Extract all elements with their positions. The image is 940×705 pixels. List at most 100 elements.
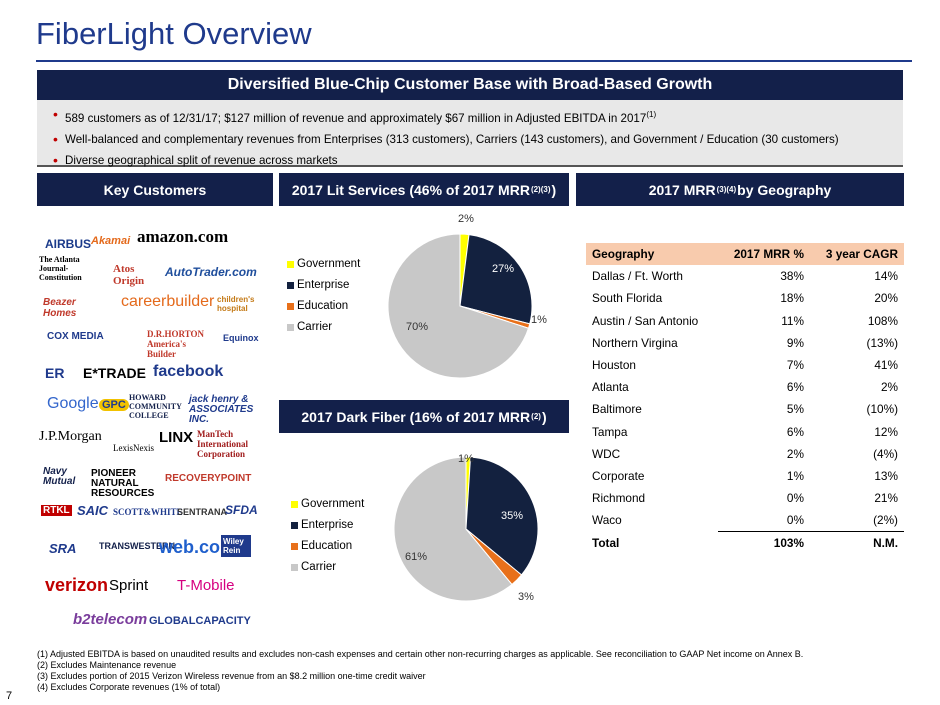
logo-gpc: GPC [99, 399, 129, 411]
cell-geography: Baltimore [592, 402, 642, 417]
table-row: Corporate 1% 13% [586, 465, 904, 487]
cell-total-label: Total [592, 535, 620, 550]
logo-amazon: amazon.com [137, 227, 229, 246]
col-header-cagr: 3 year CAGR [825, 247, 898, 262]
logo-sra: SRA [49, 541, 77, 556]
cell-cagr: 21% [874, 491, 898, 506]
logo-sentrana: SENTRANA [177, 507, 228, 517]
bullet-item: Well-balanced and complementary revenues… [53, 129, 903, 150]
logo-careerbuilder: careerbuilder [121, 293, 215, 310]
cell-geography: Austin / San Antonio [592, 313, 699, 328]
legend-item: Government [287, 258, 360, 270]
cell-mrr: 0% [786, 491, 804, 506]
cell-mrr: 1% [786, 468, 804, 483]
col-header-mrr: 2017 MRR % [733, 247, 804, 262]
table-row: Dallas / Ft. Worth 38% 14% [586, 265, 904, 287]
table-row: South Florida 18% 20% [586, 287, 904, 309]
lit-services-header: 2017 Lit Services (46% of 2017 MRR (2)(3… [279, 173, 569, 206]
logo-sprint: Sprint [109, 577, 149, 594]
pie-slice-enterprise [465, 456, 539, 576]
logo-jack-henry: jack henry & ASSOCIATES INC. [189, 394, 254, 425]
logo-etrade: E*TRADE [83, 365, 147, 381]
logo-facebook: facebook [153, 363, 224, 380]
cell-geography: Waco [592, 513, 622, 528]
table-row: Northern Virgina 9% (13%) [586, 332, 904, 354]
cell-cagr: 108% [867, 313, 898, 328]
summary-banner-title: Diversified Blue-Chip Customer Base with… [37, 70, 903, 100]
dark-fiber-header: 2017 Dark Fiber (16% of 2017 MRR (2)) [279, 400, 569, 433]
logo-b2telecom: b2telecom [73, 611, 148, 628]
dark-fiber-pie: 1% 35% 3% 61% [393, 453, 539, 603]
pie-data-label: 27% [492, 263, 514, 275]
logo-lexisnexis: LexisNexis [113, 443, 154, 453]
customer-logos: AIRBUS Akamai amazon.com The Atlanta Jou… [37, 207, 273, 643]
legend-item: Education [287, 300, 348, 312]
logo-google: Google [47, 395, 99, 412]
page-number: 7 [6, 690, 13, 702]
title-divider [36, 60, 912, 62]
table-total-row: Total 103% N.M. [586, 530, 904, 554]
table-row: Waco 0% (2%) [586, 509, 904, 531]
cell-total-mrr: 103% [718, 530, 810, 554]
table-row: Houston 7% 41% [586, 354, 904, 376]
lit-services-pie: 2% 27% 1% 70% [387, 213, 547, 379]
pie-data-label: 2% [458, 213, 474, 225]
footnotes: (1) Adjusted EBITDA is based on unaudite… [37, 649, 803, 693]
cell-cagr: (10%) [866, 402, 898, 417]
logo-akamai: Akamai [91, 235, 131, 247]
logo-globalcapacity: GLOBALCAPACITY [149, 615, 251, 627]
legend-item: Carrier [291, 561, 336, 573]
logo-web-com: web.com [159, 537, 237, 557]
key-customers-header: Key Customers [37, 173, 273, 206]
logo-airbus: AIRBUS [45, 237, 92, 251]
logo-saic: SAIC [77, 503, 109, 518]
pie-slice-carrier [387, 233, 530, 379]
bullet-item: Diverse geographical split of revenue ac… [53, 150, 903, 171]
footnote: (3) Excludes portion of 2015 Verizon Wir… [37, 671, 426, 681]
logo-atos-origin: Atos Origin [113, 263, 145, 287]
logo-recoverypoint: RECOVERYPOINT [165, 473, 252, 484]
bullet-item: 589 customers as of 12/31/17; $127 milli… [53, 104, 903, 129]
table-row: WDC 2% (4%) [586, 443, 904, 465]
cell-cagr: 41% [874, 358, 898, 373]
legend-item: Education [291, 540, 352, 552]
legend-swatch [291, 563, 298, 571]
pie-data-label: 61% [405, 551, 427, 563]
legend-swatch [287, 260, 294, 268]
logo-mantech: ManTech International Corporation [197, 429, 249, 459]
cell-cagr: (2%) [873, 513, 898, 528]
table-row: Baltimore 5% (10%) [586, 398, 904, 420]
cell-geography: Northern Virgina [592, 335, 678, 350]
pie-data-label: 3% [518, 591, 534, 603]
legend-swatch [291, 542, 298, 550]
cell-mrr: 18% [780, 291, 804, 306]
cell-mrr: 11% [781, 313, 804, 328]
legend-item: Enterprise [287, 279, 349, 291]
legend-swatch [291, 521, 298, 529]
cell-mrr: 6% [786, 424, 804, 439]
legend-item: Carrier [287, 321, 332, 333]
logo-verizon: verizon [45, 575, 109, 595]
logo-howard: HOWARD COMMUNITY COLLEGE [129, 393, 182, 420]
logo-jpmorgan: J.P.Morgan [39, 429, 102, 444]
logo-linx: LINX [159, 429, 194, 446]
cell-mrr: 0% [786, 513, 804, 528]
cell-cagr: 2% [880, 380, 898, 395]
cell-geography: Corporate [592, 468, 645, 483]
table-row: Austin / San Antonio 11% 108% [586, 310, 904, 332]
legend-swatch [287, 302, 294, 310]
cell-total-cagr: N.M. [809, 530, 904, 554]
cell-cagr: (13%) [866, 335, 898, 350]
logo-autotrader: AutoTrader.com [165, 265, 257, 279]
page-title: FiberLight Overview [36, 16, 312, 51]
cell-cagr: 12% [874, 424, 898, 439]
cell-geography: Houston [592, 358, 636, 373]
pie-data-label: 1% [531, 314, 547, 326]
cell-mrr: 6% [786, 380, 804, 395]
cell-mrr: 9% [786, 335, 804, 350]
cell-geography: Tampa [592, 424, 628, 439]
mrr-geography-table: Geography 2017 MRR % 3 year CAGR Dallas … [586, 243, 904, 554]
pie-data-label: 35% [501, 510, 523, 522]
logo-childrens-hospital: children's hospital [217, 295, 255, 313]
pie-slice-enterprise [459, 234, 533, 325]
